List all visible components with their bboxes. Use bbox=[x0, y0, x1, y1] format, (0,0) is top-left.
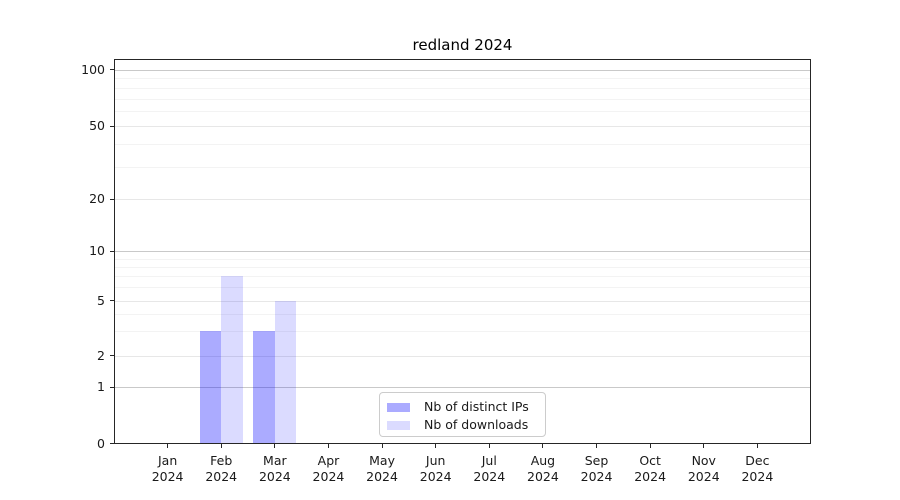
y-tick-label: 2 bbox=[97, 347, 105, 363]
major-gridline bbox=[114, 300, 810, 302]
minor-gridline bbox=[114, 313, 810, 315]
x-tick-mark bbox=[167, 444, 169, 448]
y-tick-mark bbox=[109, 250, 114, 252]
x-tick-label: Mar 2024 bbox=[258, 452, 291, 484]
x-tick-mark bbox=[435, 444, 437, 448]
chart-title: redland 2024 bbox=[412, 36, 513, 54]
x-tick-mark bbox=[274, 444, 276, 448]
x-tick-mark bbox=[381, 444, 383, 448]
minor-gridline bbox=[114, 331, 810, 333]
minor-gridline bbox=[114, 98, 810, 100]
minor-gridline bbox=[114, 276, 810, 278]
x-tick-mark bbox=[649, 444, 651, 448]
major-gridline bbox=[114, 199, 810, 200]
x-tick-label: Jun 2024 bbox=[419, 452, 452, 484]
y-tick-mark bbox=[109, 300, 114, 301]
minor-gridline bbox=[114, 78, 810, 80]
x-tick-mark bbox=[220, 444, 222, 448]
y-tick-label: 0 bbox=[97, 435, 105, 451]
y-tick-mark bbox=[109, 198, 114, 200]
major-gridline bbox=[114, 355, 810, 357]
x-tick-label: Aug 2024 bbox=[527, 452, 559, 484]
minor-gridline bbox=[114, 87, 810, 89]
x-tick-mark bbox=[756, 444, 758, 448]
x-tick-label: Dec 2024 bbox=[741, 452, 774, 484]
y-tick-label: 1 bbox=[97, 379, 105, 394]
x-tick-mark bbox=[488, 444, 490, 448]
bar-feb-nb-of-distinct-ips bbox=[199, 331, 222, 444]
x-tick-mark bbox=[596, 444, 598, 448]
legend-entry-label: Nb of distinct IPs bbox=[424, 399, 529, 414]
legend-entry: Nb of downloads bbox=[387, 416, 538, 434]
x-tick-label: Jan 2024 bbox=[151, 452, 184, 484]
minor-gridline bbox=[114, 287, 810, 289]
legend-swatch bbox=[387, 420, 410, 430]
x-tick-mark bbox=[542, 444, 544, 448]
legend-swatch bbox=[387, 402, 410, 412]
y-tick-mark bbox=[109, 355, 114, 356]
x-tick-label: Feb 2024 bbox=[205, 452, 238, 484]
y-tick-label: 50 bbox=[89, 118, 105, 133]
x-tick-label: Apr 2024 bbox=[312, 452, 345, 484]
y-tick-label: 10 bbox=[89, 243, 105, 258]
x-tick-mark bbox=[703, 444, 705, 448]
minor-gridline bbox=[114, 258, 810, 260]
major-gridline bbox=[114, 126, 810, 127]
y-tick-label: 5 bbox=[97, 292, 105, 308]
bar-feb-nb-of-downloads bbox=[221, 276, 243, 444]
legend: Nb of distinct IPs Nb of downloads bbox=[379, 392, 546, 437]
major-gridline bbox=[114, 69, 810, 71]
bar-mar-nb-of-distinct-ips bbox=[253, 331, 275, 444]
x-tick-label: Oct 2024 bbox=[634, 452, 667, 484]
bar-mar-nb-of-downloads bbox=[274, 300, 297, 444]
minor-gridline bbox=[114, 166, 810, 168]
y-tick-mark bbox=[109, 386, 114, 388]
x-tick-label: Jul 2024 bbox=[473, 452, 506, 484]
minor-gridline bbox=[114, 143, 810, 145]
x-tick-label: Nov 2024 bbox=[687, 452, 720, 484]
legend-entry: Nb of distinct IPs bbox=[387, 398, 538, 416]
minor-gridline bbox=[114, 111, 810, 113]
y-tick-mark bbox=[109, 443, 114, 444]
major-gridline bbox=[114, 387, 810, 388]
minor-gridline bbox=[114, 266, 810, 268]
y-tick-label: 100 bbox=[81, 61, 105, 77]
x-tick-label: Sep 2024 bbox=[580, 452, 613, 484]
x-tick-label: May 2024 bbox=[366, 452, 398, 484]
y-tick-mark bbox=[109, 125, 114, 127]
x-tick-mark bbox=[327, 444, 329, 448]
plot-area bbox=[113, 58, 811, 444]
y-tick-mark bbox=[109, 69, 114, 70]
legend-entry-label: Nb of downloads bbox=[424, 417, 529, 432]
y-tick-label: 20 bbox=[89, 191, 105, 206]
major-gridline bbox=[114, 251, 810, 252]
